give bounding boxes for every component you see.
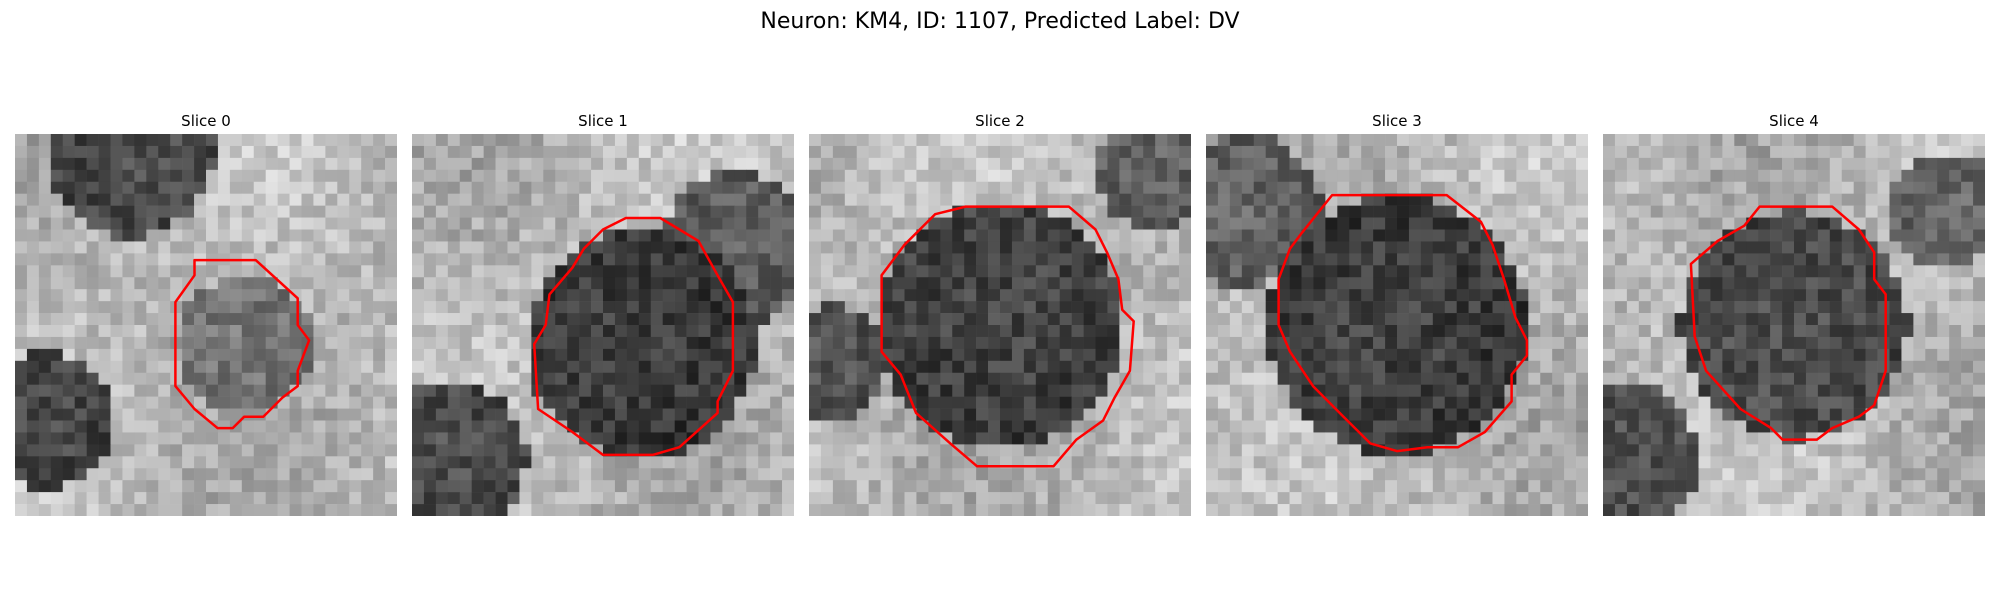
slice-image-1 (412, 134, 794, 516)
slice-title-3: Slice 3 (1372, 112, 1422, 130)
slice-image-2 (809, 134, 1191, 516)
pixel-grid (1603, 134, 1985, 516)
slice-panel-4: Slice 4 (1603, 108, 1985, 516)
slice-image-3 (1206, 134, 1588, 516)
neuron-contour (174, 258, 311, 430)
slice-panel-1: Slice 1 (412, 108, 794, 516)
neuron-contour (532, 216, 735, 457)
slice-title-2: Slice 2 (975, 112, 1025, 130)
slice-panel-0: Slice 0 (15, 108, 397, 516)
pixel-grid (15, 134, 397, 516)
slice-title-0: Slice 0 (181, 112, 231, 130)
neuron-contour (1689, 205, 1887, 441)
pixel-grid (809, 134, 1191, 516)
neuron-contour (1277, 193, 1529, 453)
slice-image-0 (15, 134, 397, 516)
pixel-grid (412, 134, 794, 516)
pixel-grid (1206, 134, 1588, 516)
neuron-contour (880, 205, 1135, 468)
slice-title-4: Slice 4 (1769, 112, 1819, 130)
figure-title: Neuron: KM4, ID: 1107, Predicted Label: … (760, 9, 1240, 34)
slice-panel-3: Slice 3 (1206, 108, 1588, 516)
slice-title-1: Slice 1 (578, 112, 628, 130)
slice-panel-2: Slice 2 (809, 108, 1191, 516)
slice-image-4 (1603, 134, 1985, 516)
